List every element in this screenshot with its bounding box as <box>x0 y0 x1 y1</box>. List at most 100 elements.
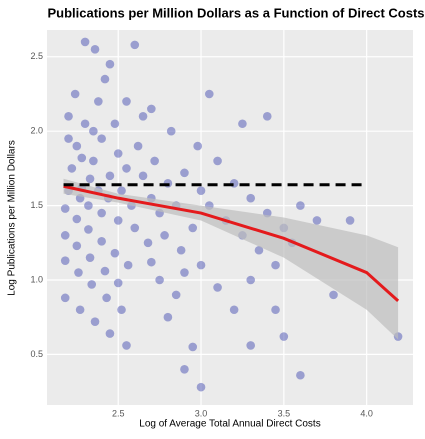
x-tick-label: 3.0 <box>195 408 208 418</box>
y-tick-label: 2.0 <box>30 126 43 136</box>
point <box>147 257 156 267</box>
y-tick-label: 1.0 <box>30 274 43 284</box>
point <box>70 89 80 99</box>
point <box>138 112 148 121</box>
point <box>246 341 256 350</box>
point <box>279 332 289 341</box>
x-tick-label: 4.0 <box>360 408 373 418</box>
point <box>312 216 322 225</box>
point <box>89 156 98 166</box>
point <box>246 275 256 285</box>
point <box>97 237 106 246</box>
point <box>180 268 189 277</box>
point <box>271 260 280 270</box>
point <box>72 241 82 251</box>
point <box>97 134 106 143</box>
point <box>90 317 100 326</box>
point <box>345 216 355 225</box>
point <box>75 305 85 315</box>
point <box>64 134 73 143</box>
point <box>138 171 148 181</box>
point <box>94 97 103 106</box>
point <box>122 97 131 106</box>
point <box>188 223 198 233</box>
point <box>246 193 256 203</box>
point <box>60 231 70 240</box>
point <box>196 382 206 392</box>
point <box>130 40 140 50</box>
point <box>64 112 73 121</box>
point <box>188 342 198 352</box>
point <box>87 280 97 289</box>
point <box>238 119 247 129</box>
point <box>193 141 203 151</box>
point <box>296 201 305 210</box>
point <box>213 156 222 166</box>
point <box>100 266 110 276</box>
point <box>130 223 140 233</box>
point <box>196 260 206 270</box>
x-axis-label: Log of Average Total Annual Direct Costs <box>139 419 320 430</box>
chart-title: Publications per Million Dollars as a Fu… <box>47 5 424 20</box>
point <box>123 260 133 270</box>
point <box>196 186 206 196</box>
y-tick-label: 0.5 <box>30 349 43 359</box>
point <box>163 312 173 322</box>
point <box>102 293 111 303</box>
y-tick-label: 1.5 <box>30 200 43 210</box>
x-tick-label: 3.5 <box>278 408 291 418</box>
point <box>72 141 82 151</box>
point <box>262 112 272 121</box>
point <box>60 293 70 303</box>
point <box>110 248 120 258</box>
point <box>296 370 305 380</box>
point <box>229 305 239 315</box>
y-axis-label: Log Publications per Million Dollars <box>7 140 18 296</box>
point <box>89 126 98 136</box>
point <box>122 341 131 350</box>
point <box>67 164 77 173</box>
point <box>100 74 110 84</box>
point <box>143 238 153 248</box>
point <box>97 208 106 218</box>
point <box>147 104 156 114</box>
point <box>117 305 126 315</box>
point <box>77 153 87 163</box>
point <box>80 119 90 129</box>
point <box>133 141 143 151</box>
point <box>110 119 120 129</box>
point <box>113 149 123 158</box>
point <box>213 283 222 292</box>
point <box>254 245 264 255</box>
point <box>160 231 169 240</box>
point <box>80 37 90 47</box>
point <box>113 278 123 288</box>
point <box>60 204 70 213</box>
point <box>113 216 123 225</box>
point <box>176 245 186 255</box>
point <box>60 256 70 265</box>
point <box>105 59 115 69</box>
point <box>105 329 115 338</box>
point <box>72 214 82 224</box>
fit-line <box>63 184 400 302</box>
point <box>180 364 189 374</box>
point <box>84 225 93 234</box>
point <box>204 89 214 99</box>
point <box>180 168 189 178</box>
point <box>271 305 280 315</box>
point <box>150 156 159 166</box>
point <box>166 126 176 136</box>
point <box>85 253 95 262</box>
point <box>85 174 95 184</box>
point <box>122 164 131 173</box>
x-tick-label: 2.5 <box>112 408 125 418</box>
point <box>90 45 100 54</box>
point <box>155 275 164 285</box>
point <box>84 201 93 210</box>
y-tick-label: 2.5 <box>30 51 43 61</box>
point <box>329 290 338 300</box>
point <box>117 186 126 196</box>
point <box>74 268 83 277</box>
